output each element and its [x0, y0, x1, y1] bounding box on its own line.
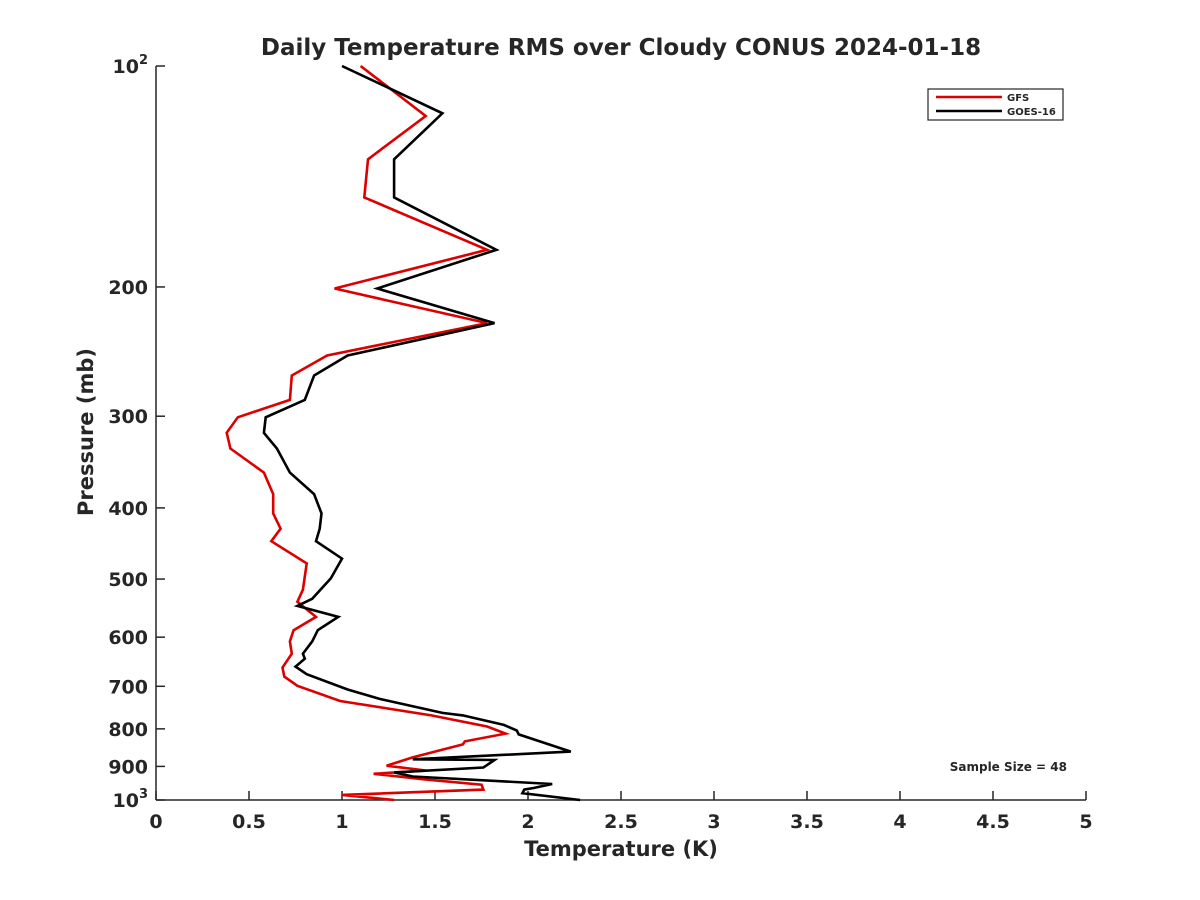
x-tick-label: 2.5 [604, 811, 638, 833]
x-tick-label: 1.5 [418, 811, 452, 833]
legend-box [927, 88, 1064, 121]
y-tick-label: 700 [108, 676, 148, 698]
x-tick-label: 5 [1079, 811, 1092, 833]
x-tick-label: 4.5 [976, 811, 1010, 833]
series-layer [225, 64, 581, 802]
x-tick-label: 0 [149, 811, 162, 833]
y-tick-label: 600 [108, 627, 148, 649]
axes: 0 0.5 1 1.5 2 2.5 3 3.5 4 4.5 5 102 200 300 400 500 600 7… [108, 53, 1092, 833]
y-tick-label: 200 [108, 277, 148, 299]
sample-size-annotation: Sample Size = 48 [950, 760, 1067, 774]
x-tick-label: 4 [893, 811, 906, 833]
y-axis-label: Pressure (mb) [74, 348, 98, 516]
x-tick-label: 3.5 [790, 811, 824, 833]
y-tick-label: 300 [108, 406, 148, 428]
x-tick-label: 0.5 [232, 811, 266, 833]
x-axis-label: Temperature (K) [524, 837, 718, 861]
y-tick-label: 102 [113, 53, 149, 78]
y-tick-label: 500 [108, 569, 148, 591]
legend-label-goes16: GOES-16 [1007, 107, 1056, 118]
series-line-gfs [225, 64, 511, 802]
legend-label-gfs: GFS [1007, 93, 1029, 104]
chart-title: Daily Temperature RMS over Cloudy CONUS … [261, 35, 981, 61]
x-tick-label: 2 [521, 811, 534, 833]
x-tick-label: 1 [335, 811, 348, 833]
legend: GFS GOES-16 [927, 88, 1064, 121]
y-tick-label: 800 [108, 719, 148, 741]
y-tick-label: 400 [108, 498, 148, 520]
series-line-goes16 [262, 64, 581, 802]
y-tick-label: 103 [113, 787, 149, 812]
y-tick-label: 900 [108, 756, 148, 778]
x-tick-label: 3 [707, 811, 720, 833]
